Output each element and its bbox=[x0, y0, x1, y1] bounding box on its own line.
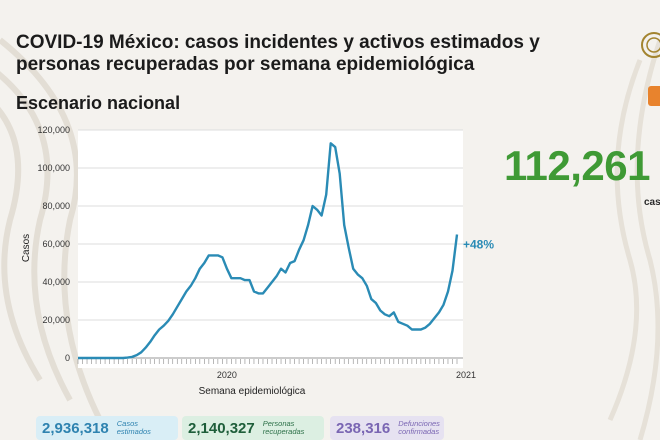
headline-label: cas bbox=[644, 197, 660, 208]
series-line-cases bbox=[78, 142, 459, 360]
stat-value: 2,936,318 bbox=[42, 419, 109, 437]
y-tick-label: 120,000 bbox=[37, 125, 70, 135]
y-tick-label: 60,000 bbox=[42, 239, 70, 249]
stat-recovered: 2,140,327 Personas recuperadas bbox=[182, 416, 324, 440]
stat-estimated-cases: 2,936,318 Casos estimados bbox=[36, 416, 178, 440]
stat-label: Defunciones confirmadas bbox=[398, 419, 440, 436]
x-axis-title: Semana epidemiológica bbox=[199, 386, 306, 397]
x-tick-label: 2020 bbox=[217, 370, 237, 380]
y-axis-title: Casos bbox=[21, 234, 32, 262]
x-tick-marks bbox=[77, 359, 458, 364]
y-tick-label: 80,000 bbox=[42, 201, 70, 211]
plot-background bbox=[78, 130, 463, 368]
y-tick-labels: 0 20,000 40,000 60,000 80,000 100,000 120,000 bbox=[37, 125, 70, 363]
y-tick-label: 100,000 bbox=[37, 163, 70, 173]
page-title: COVID-19 México: casos incidentes y acti… bbox=[16, 32, 540, 75]
page-subtitle: Escenario nacional bbox=[16, 93, 181, 113]
government-seal-icon bbox=[641, 32, 660, 58]
x-tick-label: 2021 bbox=[456, 370, 476, 380]
headline-active-cases: 112,261 ( bbox=[504, 142, 660, 189]
stat-label: Personas recuperadas bbox=[262, 419, 305, 436]
change-annotation: +48% bbox=[463, 238, 494, 252]
stat-label: Casos estimados bbox=[116, 419, 151, 436]
stat-value: 238,316 bbox=[336, 419, 391, 437]
y-tick-label: 40,000 bbox=[42, 277, 70, 287]
orange-tab-icon bbox=[648, 86, 660, 106]
y-tick-label: 0 bbox=[65, 353, 70, 363]
stat-deaths: 238,316 Defunciones confirmadas bbox=[330, 416, 444, 440]
y-tick-label: 20,000 bbox=[42, 315, 70, 325]
stat-value: 2,140,327 bbox=[188, 419, 255, 437]
grid-lines bbox=[78, 129, 463, 359]
x-tick-labels: 2020 2021 bbox=[217, 370, 476, 380]
